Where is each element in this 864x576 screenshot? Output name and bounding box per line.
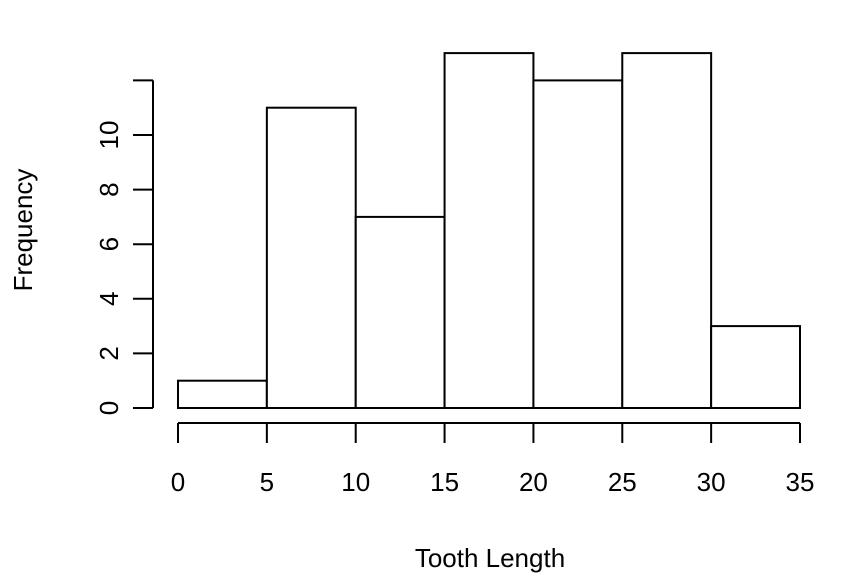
y-axis: 0 2 4 6 8 10 xyxy=(94,79,154,415)
histogram-bar-5 xyxy=(621,52,713,409)
x-tick-label-0: 0 xyxy=(171,467,185,497)
histogram-bar-0 xyxy=(177,379,268,410)
x-tick-label-25: 25 xyxy=(608,467,637,497)
bars-group xyxy=(177,52,802,410)
y-ticks: 0 2 4 6 8 10 xyxy=(94,79,153,415)
histogram-bar-2 xyxy=(354,215,446,409)
y-tick-label-2: 2 xyxy=(94,346,124,360)
y-tick-label-4: 4 xyxy=(94,292,124,306)
histogram-bar-3 xyxy=(443,52,535,409)
y-axis-label: Frequency xyxy=(8,169,38,292)
histogram-bar-6 xyxy=(710,325,802,410)
x-tick-label-5: 5 xyxy=(260,467,274,497)
x-axis-label: Tooth Length xyxy=(415,543,565,573)
y-tick-label-10: 10 xyxy=(94,121,124,150)
x-tick-label-20: 20 xyxy=(519,467,548,497)
y-tick-label-8: 8 xyxy=(94,182,124,196)
y-tick-label-0: 0 xyxy=(94,401,124,415)
histogram-bar-4 xyxy=(532,79,624,410)
y-tick-label-6: 6 xyxy=(94,237,124,251)
x-ticks: 0 5 10 15 20 25 30 35 xyxy=(171,423,815,497)
x-tick-label-10: 10 xyxy=(341,467,370,497)
x-axis: 0 5 10 15 20 25 30 35 xyxy=(171,422,815,497)
x-tick-label-15: 15 xyxy=(430,467,459,497)
histogram-bar-1 xyxy=(265,106,357,409)
x-tick-label-35: 35 xyxy=(786,467,815,497)
x-tick-label-30: 30 xyxy=(697,467,726,497)
